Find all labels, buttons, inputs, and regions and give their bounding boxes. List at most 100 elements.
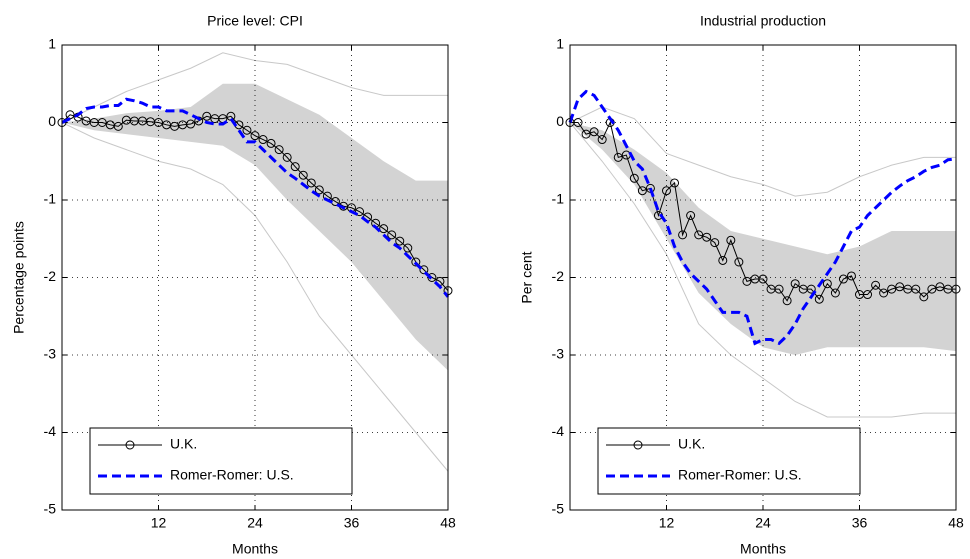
- data-point: [403, 243, 413, 253]
- data-point: [290, 162, 300, 172]
- series-line: [570, 120, 956, 302]
- legend-box: [89, 427, 353, 495]
- legend-box: [597, 427, 861, 495]
- data-point: [742, 276, 752, 286]
- y-tick-label: -4: [44, 423, 57, 439]
- y-tick-label: 1: [556, 36, 564, 52]
- data-point: [589, 127, 599, 137]
- x-tick-label: 48: [948, 515, 964, 531]
- data-point: [427, 273, 437, 282]
- y-tick-label: -4: [552, 423, 565, 439]
- y-tick-label: -3: [44, 346, 57, 362]
- y-axis-label: Per cent: [519, 251, 535, 303]
- series-line: [61, 97, 450, 298]
- data-point: [637, 186, 647, 196]
- y-tick-label: 0: [48, 113, 56, 129]
- y-axis-label: Percentage points: [11, 221, 27, 334]
- data-point: [806, 284, 816, 294]
- y-tick-label: -5: [44, 501, 57, 517]
- data-point: [242, 125, 252, 135]
- data-point: [919, 292, 929, 302]
- y-tick-label: -1: [44, 191, 57, 207]
- data-point: [935, 282, 945, 292]
- data-point: [298, 170, 308, 180]
- data-point: [306, 178, 316, 188]
- data-point: [419, 265, 429, 275]
- data-point: [258, 135, 268, 145]
- data-point: [734, 257, 744, 267]
- data-point: [846, 271, 856, 281]
- data-point: [702, 232, 712, 242]
- legend-label: U.K.: [170, 436, 197, 452]
- data-point: [395, 236, 405, 246]
- y-tick-label: -1: [552, 191, 565, 207]
- data-point: [282, 152, 292, 162]
- data-point: [250, 131, 260, 141]
- x-tick-label: 24: [755, 515, 771, 531]
- panel: Industrial production Months Per cent -5 -4 -…: [519, 13, 964, 557]
- data-point: [814, 294, 824, 304]
- outer-bound: [569, 122, 956, 418]
- data-point: [314, 185, 324, 195]
- data-point: [710, 238, 720, 248]
- data-point: [790, 279, 800, 289]
- data-point: [694, 230, 704, 240]
- data-point: [113, 121, 123, 131]
- axes-box: [61, 44, 449, 511]
- x-tick-label: 36: [852, 515, 868, 531]
- data-point: [670, 178, 680, 188]
- data-point: [830, 288, 840, 298]
- data-point: [726, 235, 736, 245]
- data-point: [879, 288, 889, 298]
- legend-marker: [125, 440, 135, 450]
- data-point: [186, 119, 196, 129]
- data-point: [629, 173, 639, 183]
- data-point: [355, 207, 365, 217]
- data-point: [887, 284, 897, 294]
- y-tick-label: -2: [44, 268, 57, 284]
- y-tick-label: -3: [552, 346, 565, 362]
- x-tick-label: 12: [659, 515, 675, 531]
- legend-label: U.K.: [678, 436, 705, 452]
- y-tick-label: 0: [556, 113, 564, 129]
- chart-title: Industrial production: [700, 13, 826, 29]
- data-point: [871, 280, 881, 290]
- data-point: [379, 224, 389, 234]
- y-tick-label: 1: [48, 36, 56, 52]
- data-point: [774, 284, 784, 294]
- data-point: [911, 284, 921, 294]
- data-point: [686, 211, 696, 220]
- axes-box: [569, 44, 957, 511]
- data-point: [274, 145, 284, 155]
- data-point: [782, 296, 792, 306]
- data-point: [613, 152, 623, 162]
- data-point: [895, 282, 905, 292]
- data-point: [678, 230, 688, 240]
- data-point: [387, 230, 397, 240]
- legend-label: Romer-Romer: U.S.: [170, 467, 294, 483]
- data-point: [266, 138, 276, 148]
- legend-marker: [633, 440, 643, 450]
- data-point: [97, 118, 107, 127]
- data-point: [662, 186, 671, 196]
- x-axis-label: Months: [232, 541, 278, 557]
- data-point: [411, 257, 421, 267]
- data-point: [194, 116, 204, 126]
- x-tick-label: 12: [151, 515, 167, 531]
- x-axis-label: Months: [740, 541, 786, 557]
- series-line: [61, 114, 449, 292]
- data-point: [581, 129, 591, 139]
- confidence-band: [62, 83, 448, 371]
- data-point: [573, 118, 583, 127]
- data-point: [154, 118, 163, 127]
- data-point: [927, 284, 937, 294]
- outer-bound: [569, 106, 956, 197]
- panel: Price level: CPI Months Percentage points -…: [11, 13, 456, 557]
- legend-label: Romer-Romer: U.S.: [678, 467, 802, 483]
- data-point: [718, 255, 728, 265]
- data-point: [597, 135, 607, 145]
- y-tick-label: -5: [552, 501, 565, 517]
- x-tick-label: 24: [247, 515, 263, 531]
- data-point: [863, 290, 873, 300]
- x-tick-label: 48: [440, 515, 456, 531]
